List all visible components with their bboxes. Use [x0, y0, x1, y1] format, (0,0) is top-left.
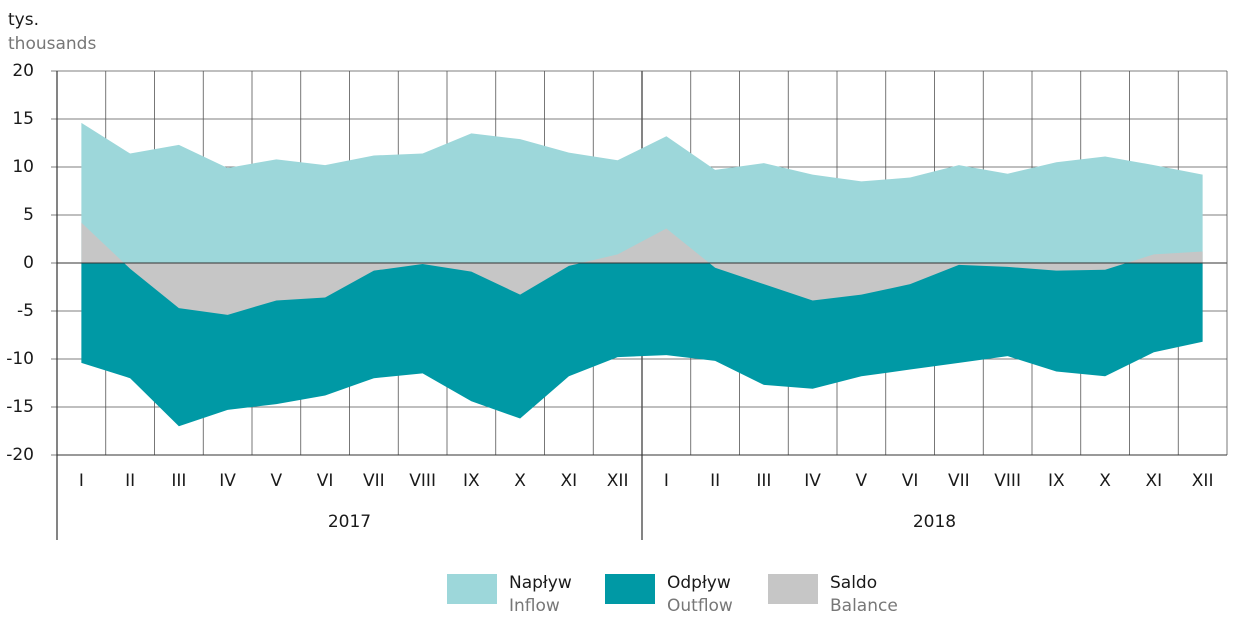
legend-label-en: Balance — [830, 596, 898, 616]
legend-label: Napływ — [509, 573, 572, 593]
x-tick-label: XII — [1192, 471, 1214, 491]
x-tick-label: III — [756, 471, 771, 491]
legend-swatch — [605, 574, 655, 604]
x-tick-label: V — [856, 471, 868, 491]
x-tick-label: III — [171, 471, 186, 491]
x-tick-label: I — [664, 471, 669, 491]
x-tick-label: IX — [463, 471, 480, 491]
y-tick-label: 15 — [12, 109, 34, 129]
group-label: 2017 — [328, 512, 371, 532]
unit-label: tys. — [8, 10, 39, 30]
legend-swatch — [447, 574, 497, 604]
x-tick-label: II — [125, 471, 135, 491]
x-tick-label: VII — [948, 471, 970, 491]
x-tick-label: XII — [607, 471, 629, 491]
x-tick-label: XI — [561, 471, 578, 491]
y-tick-label: 10 — [12, 157, 34, 177]
y-tick-label: 5 — [23, 205, 34, 225]
y-tick-label: 20 — [12, 61, 34, 81]
legend-label-en: Outflow — [667, 596, 733, 616]
y-tick-label: -10 — [6, 349, 34, 369]
x-tick-label: IV — [804, 471, 821, 491]
x-tick-label: VII — [363, 471, 385, 491]
y-tick-label: -15 — [6, 397, 34, 417]
unit-label-en: thousands — [8, 34, 96, 54]
legend-label-en: Inflow — [509, 596, 560, 616]
x-tick-label: X — [1099, 471, 1111, 491]
y-tick-label: -5 — [17, 301, 34, 321]
area — [81, 222, 1203, 315]
x-tick-label: X — [514, 471, 526, 491]
area — [81, 263, 1203, 427]
x-tick-label: II — [710, 471, 720, 491]
legend-label: Saldo — [830, 573, 877, 593]
group-label: 2018 — [913, 512, 956, 532]
x-tick-label: VIII — [409, 471, 436, 491]
legend-swatch — [768, 574, 818, 604]
y-tick-label: 0 — [23, 253, 34, 273]
x-tick-label: IV — [219, 471, 236, 491]
area — [81, 122, 1203, 263]
y-tick-label: -20 — [6, 445, 34, 465]
x-tick-label: VI — [317, 471, 334, 491]
x-tick-label: V — [271, 471, 283, 491]
x-tick-label: IX — [1048, 471, 1065, 491]
legend-label: Odpływ — [667, 573, 731, 593]
x-tick-label: VIII — [994, 471, 1021, 491]
x-tick-label: I — [79, 471, 84, 491]
x-tick-label: XI — [1146, 471, 1163, 491]
x-tick-label: VI — [902, 471, 919, 491]
